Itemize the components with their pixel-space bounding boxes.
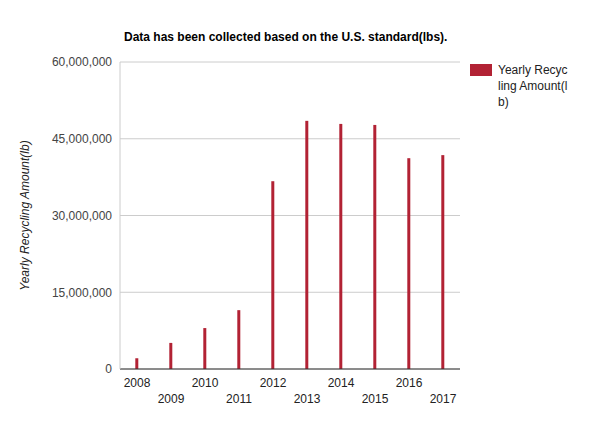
- svg-text:Yearly Recycling Amount(lb): Yearly Recycling Amount(lb): [18, 140, 32, 290]
- svg-text:2014: 2014: [328, 376, 355, 390]
- svg-text:2012: 2012: [260, 376, 287, 390]
- svg-text:0: 0: [105, 362, 112, 376]
- svg-text:2010: 2010: [192, 376, 219, 390]
- svg-text:2008: 2008: [124, 376, 151, 390]
- svg-text:2017: 2017: [430, 392, 457, 406]
- svg-text:2011: 2011: [226, 392, 252, 406]
- svg-text:45,000,000: 45,000,000: [52, 132, 112, 146]
- svg-text:2013: 2013: [294, 392, 321, 406]
- svg-text:2009: 2009: [158, 392, 185, 406]
- html-text:Yearly Recycling Amount(lb): Yearly Recycling Amount(lb): [498, 63, 568, 109]
- svg-text:60,000,000: 60,000,000: [52, 55, 112, 69]
- svg-text:30,000,000: 30,000,000: [52, 209, 112, 223]
- svg-text:2015: 2015: [362, 392, 389, 406]
- html-text:Data has been collected based: Data has been collected based on the U.S…: [124, 30, 448, 44]
- svg-text:2016: 2016: [396, 376, 423, 390]
- svg-text:15,000,000: 15,000,000: [52, 286, 112, 300]
